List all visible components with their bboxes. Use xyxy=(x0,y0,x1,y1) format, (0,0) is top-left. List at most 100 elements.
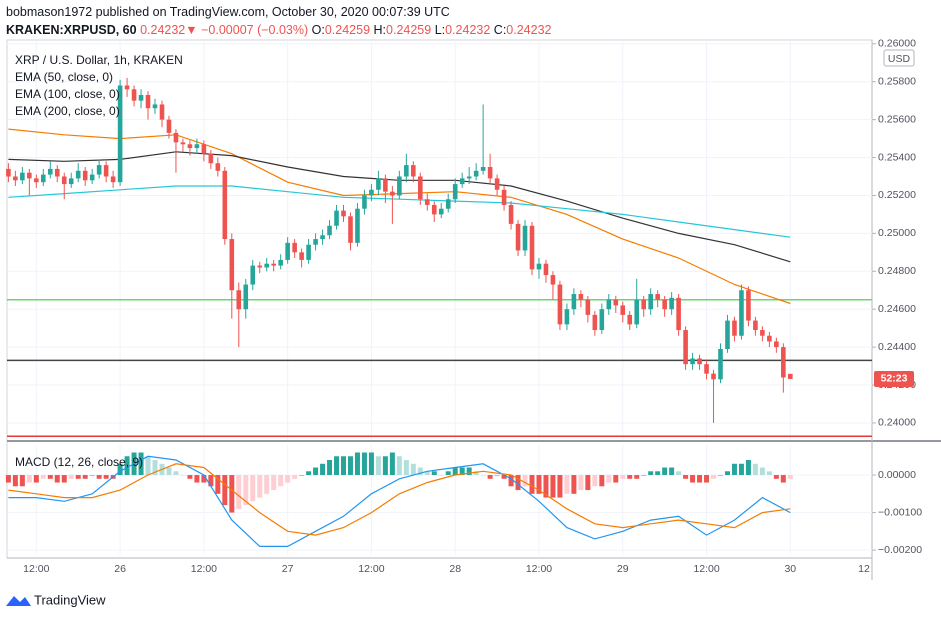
candle-body xyxy=(676,297,681,331)
histogram-bar xyxy=(606,475,612,483)
histogram-bar xyxy=(690,475,696,483)
candle-body xyxy=(369,189,374,196)
candle-body xyxy=(753,320,758,331)
histogram-bar xyxy=(759,467,765,476)
histogram-bar xyxy=(396,456,402,476)
candle-body xyxy=(404,165,409,177)
candle-body xyxy=(96,165,102,175)
macd-title: MACD (12, 26, close, 9) xyxy=(15,455,143,469)
histogram-bar xyxy=(208,475,214,487)
countdown-box xyxy=(874,370,914,387)
histogram-bar xyxy=(466,467,472,476)
histogram-bar xyxy=(313,467,319,476)
candle-body xyxy=(487,167,493,179)
histogram-bar xyxy=(12,475,18,487)
ohlc-label: H: xyxy=(373,23,387,37)
candle-body xyxy=(620,305,626,315)
candle-body xyxy=(82,170,88,181)
indicator-line xyxy=(8,463,791,536)
histogram-bar xyxy=(683,475,689,479)
histogram-bar xyxy=(96,475,102,479)
change: −0.00007 (−0.03%) xyxy=(201,23,309,37)
histogram-bar xyxy=(292,475,298,479)
ohlc-label: O: xyxy=(311,23,325,37)
x-tick-label: 12:00 xyxy=(191,563,217,575)
histogram-bar xyxy=(250,475,256,502)
histogram-bar xyxy=(543,475,549,498)
histogram-bar xyxy=(40,475,46,479)
candle-body xyxy=(669,297,674,310)
candle-body xyxy=(229,239,235,291)
candle-body xyxy=(41,174,46,183)
histogram-bar xyxy=(5,475,11,483)
candle-body xyxy=(34,178,39,183)
histogram-bar xyxy=(354,452,360,476)
candle-body xyxy=(418,176,423,200)
histogram-bar xyxy=(745,460,751,476)
y-tick-label: 0.24800 xyxy=(878,265,916,277)
y-tick-label: 0.26000 xyxy=(878,38,916,50)
candle-body xyxy=(208,153,214,164)
y-tick-label: −0.00100 xyxy=(878,506,922,518)
candle-body xyxy=(376,178,381,190)
legend-entry: EMA (50, close, 0) xyxy=(15,70,113,84)
ohlc-value: 0.24259 xyxy=(324,23,371,37)
candle-body xyxy=(152,104,158,109)
histogram-bar xyxy=(641,475,647,476)
candle-body xyxy=(299,252,304,260)
histogram-bar xyxy=(431,471,437,476)
candle-body xyxy=(515,223,521,251)
candle-body xyxy=(718,349,723,380)
candle-body xyxy=(725,320,730,350)
candle-body xyxy=(6,168,11,177)
candle-body xyxy=(508,204,514,224)
x-tick-label: 29 xyxy=(617,563,629,575)
ohlc-label: L: xyxy=(434,23,446,37)
histogram-bar xyxy=(571,475,577,494)
candle-body xyxy=(774,341,779,348)
histogram-bar xyxy=(236,475,242,509)
histogram-bar xyxy=(676,471,682,476)
candle-body xyxy=(75,170,81,179)
histogram-bar xyxy=(550,475,556,498)
x-tick-label: 12:00 xyxy=(23,563,49,575)
y-tick-label: 0.25400 xyxy=(878,151,916,163)
candle-body xyxy=(662,299,667,310)
candle-body xyxy=(257,265,263,268)
histogram-bar xyxy=(438,475,444,476)
byline: bobmason1972 published on TradingView.co… xyxy=(6,5,450,19)
brand: TradingView xyxy=(34,592,106,607)
y-tick-label: 0.25600 xyxy=(878,113,916,125)
footer-logo: TradingView xyxy=(6,592,106,607)
currency: USD xyxy=(888,53,911,65)
histogram-bar xyxy=(201,475,207,483)
candle-body xyxy=(20,172,25,181)
candle-body xyxy=(641,299,647,310)
candle-body xyxy=(68,178,74,185)
candle-body xyxy=(187,144,193,149)
candle-body xyxy=(627,314,633,325)
candle-body xyxy=(27,172,32,179)
candle-body xyxy=(760,330,765,336)
legend-entry: EMA (100, close, 0) xyxy=(15,87,120,101)
histogram-bar xyxy=(599,475,605,487)
candle-body xyxy=(334,210,339,226)
legend-entry: EMA (200, close, 0) xyxy=(15,104,120,118)
x-tick-label: 27 xyxy=(282,563,294,575)
y-tick-label: 0.25000 xyxy=(878,227,916,239)
candle-body xyxy=(466,176,472,179)
candle-body xyxy=(383,178,388,192)
candle-body xyxy=(480,167,486,171)
histogram-bar xyxy=(508,475,514,487)
candle-body xyxy=(166,119,172,133)
candle-body xyxy=(138,94,144,101)
histogram-bar xyxy=(564,475,570,494)
candle-body xyxy=(47,168,53,175)
histogram-bar xyxy=(403,460,409,476)
histogram-bar xyxy=(82,475,88,479)
candle-body xyxy=(459,178,465,185)
indicator-line xyxy=(8,128,791,305)
candle-body xyxy=(145,94,151,109)
candle-body xyxy=(711,373,716,380)
candle-body xyxy=(348,216,353,243)
